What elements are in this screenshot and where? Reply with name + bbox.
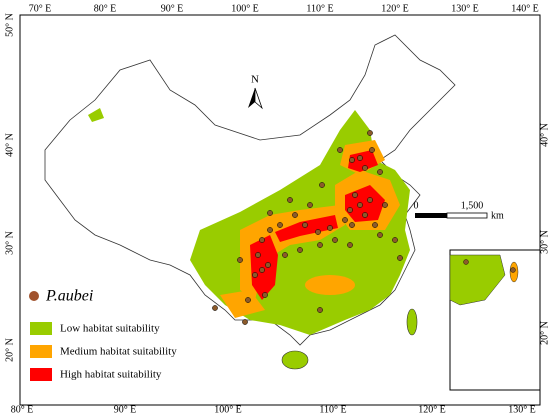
left-label: 50° N [4,13,15,37]
top-label: 140° E [511,3,539,14]
legend-species: P.aubei [45,288,93,305]
occurrence-point [317,307,323,313]
occurrence-point [349,222,355,228]
left-label: 40° N [4,133,15,157]
legend-swatch [30,322,52,335]
occurrence-point [347,242,353,248]
bottom-label: 120° E [418,404,446,415]
bottom-label: 100° E [214,404,242,415]
occurrence-point [282,252,288,258]
occurrence-point [292,212,298,218]
top-label: 80° E [94,3,117,14]
top-label: 120° E [381,3,409,14]
legend-label: Medium habitat suitability [60,346,177,358]
top-label: 100° E [231,3,259,14]
occurrence-point [307,202,313,208]
scale-start: 0 [414,200,419,211]
legend: P.aubei Low habitat suitability Medium h… [29,288,177,381]
occurrence-point [357,155,363,161]
occurrence-point [382,202,388,208]
top-label: 70° E [29,3,52,14]
hainan [281,350,309,370]
occurrence-point [287,197,293,203]
occurrence-point [397,255,403,261]
occurrence-point [362,212,368,218]
occurrence-point [362,165,368,171]
bottom-label: 90° E [114,404,137,415]
north-arrow: N [248,74,263,110]
occurrence-point [297,247,303,253]
top-label: 130° E [451,3,479,14]
occurrence-point [377,232,383,238]
occurrence-point [377,169,383,175]
occurrence-point [327,225,333,231]
right-label: 40° N [539,123,550,147]
occurrence-point [357,202,363,208]
occurrence-point [267,227,273,233]
occurrence-point [319,182,325,188]
occurrence-point [212,305,218,311]
occurrence-point [347,207,353,213]
bottom-label: 130° E [508,404,536,415]
top-label: 90° E [161,3,184,14]
occurrence-point [372,222,378,228]
occurrence-point [317,242,323,248]
top-label: 110° E [306,3,333,14]
occurrence-point [315,229,321,235]
occurrence-point [369,147,375,153]
occurrence-point [265,262,271,268]
legend-swatch [30,345,52,358]
occurrence-point [337,147,343,153]
occurrence-point [259,267,265,273]
low-suitability-area [88,108,104,122]
occurrence-point [237,257,243,263]
left-label: 30° N [4,231,15,255]
occurrence-point [245,297,251,303]
occurrence-point [332,237,338,243]
high-suitability-area [250,150,385,300]
legend-label: Low habitat suitability [60,323,160,335]
right-label: 30° N [539,230,550,254]
taiwan [406,308,418,336]
occurrence-point [267,210,273,216]
scale-end: 1,500 [461,200,484,211]
right-label: 20° N [539,321,550,345]
occurrence-point [252,272,258,278]
occurrence-point [367,197,373,203]
bottom-label: 80° E [11,404,34,415]
occurrence-point [349,157,355,163]
scale-unit: km [491,210,504,221]
occurrence-point [367,130,373,136]
occurrence-point [262,292,268,298]
occurrence-point [255,252,261,258]
inset-map [449,249,541,391]
legend-point [29,291,39,301]
bottom-label: 110° E [319,404,346,415]
occurrence-point [259,237,265,243]
occurrence-points [212,130,403,325]
legend-label: High habitat suitability [60,369,162,381]
north-label: N [251,74,259,86]
occurrence-point [392,237,398,243]
occurrence-point [342,217,348,223]
occurrence-point [352,192,358,198]
left-label: 20° N [4,338,15,362]
scale-bar: 0 1,500 km [414,200,505,221]
legend-swatch [30,368,52,381]
occurrence-point [302,222,308,228]
occurrence-point [242,319,248,325]
occurrence-point [277,222,283,228]
